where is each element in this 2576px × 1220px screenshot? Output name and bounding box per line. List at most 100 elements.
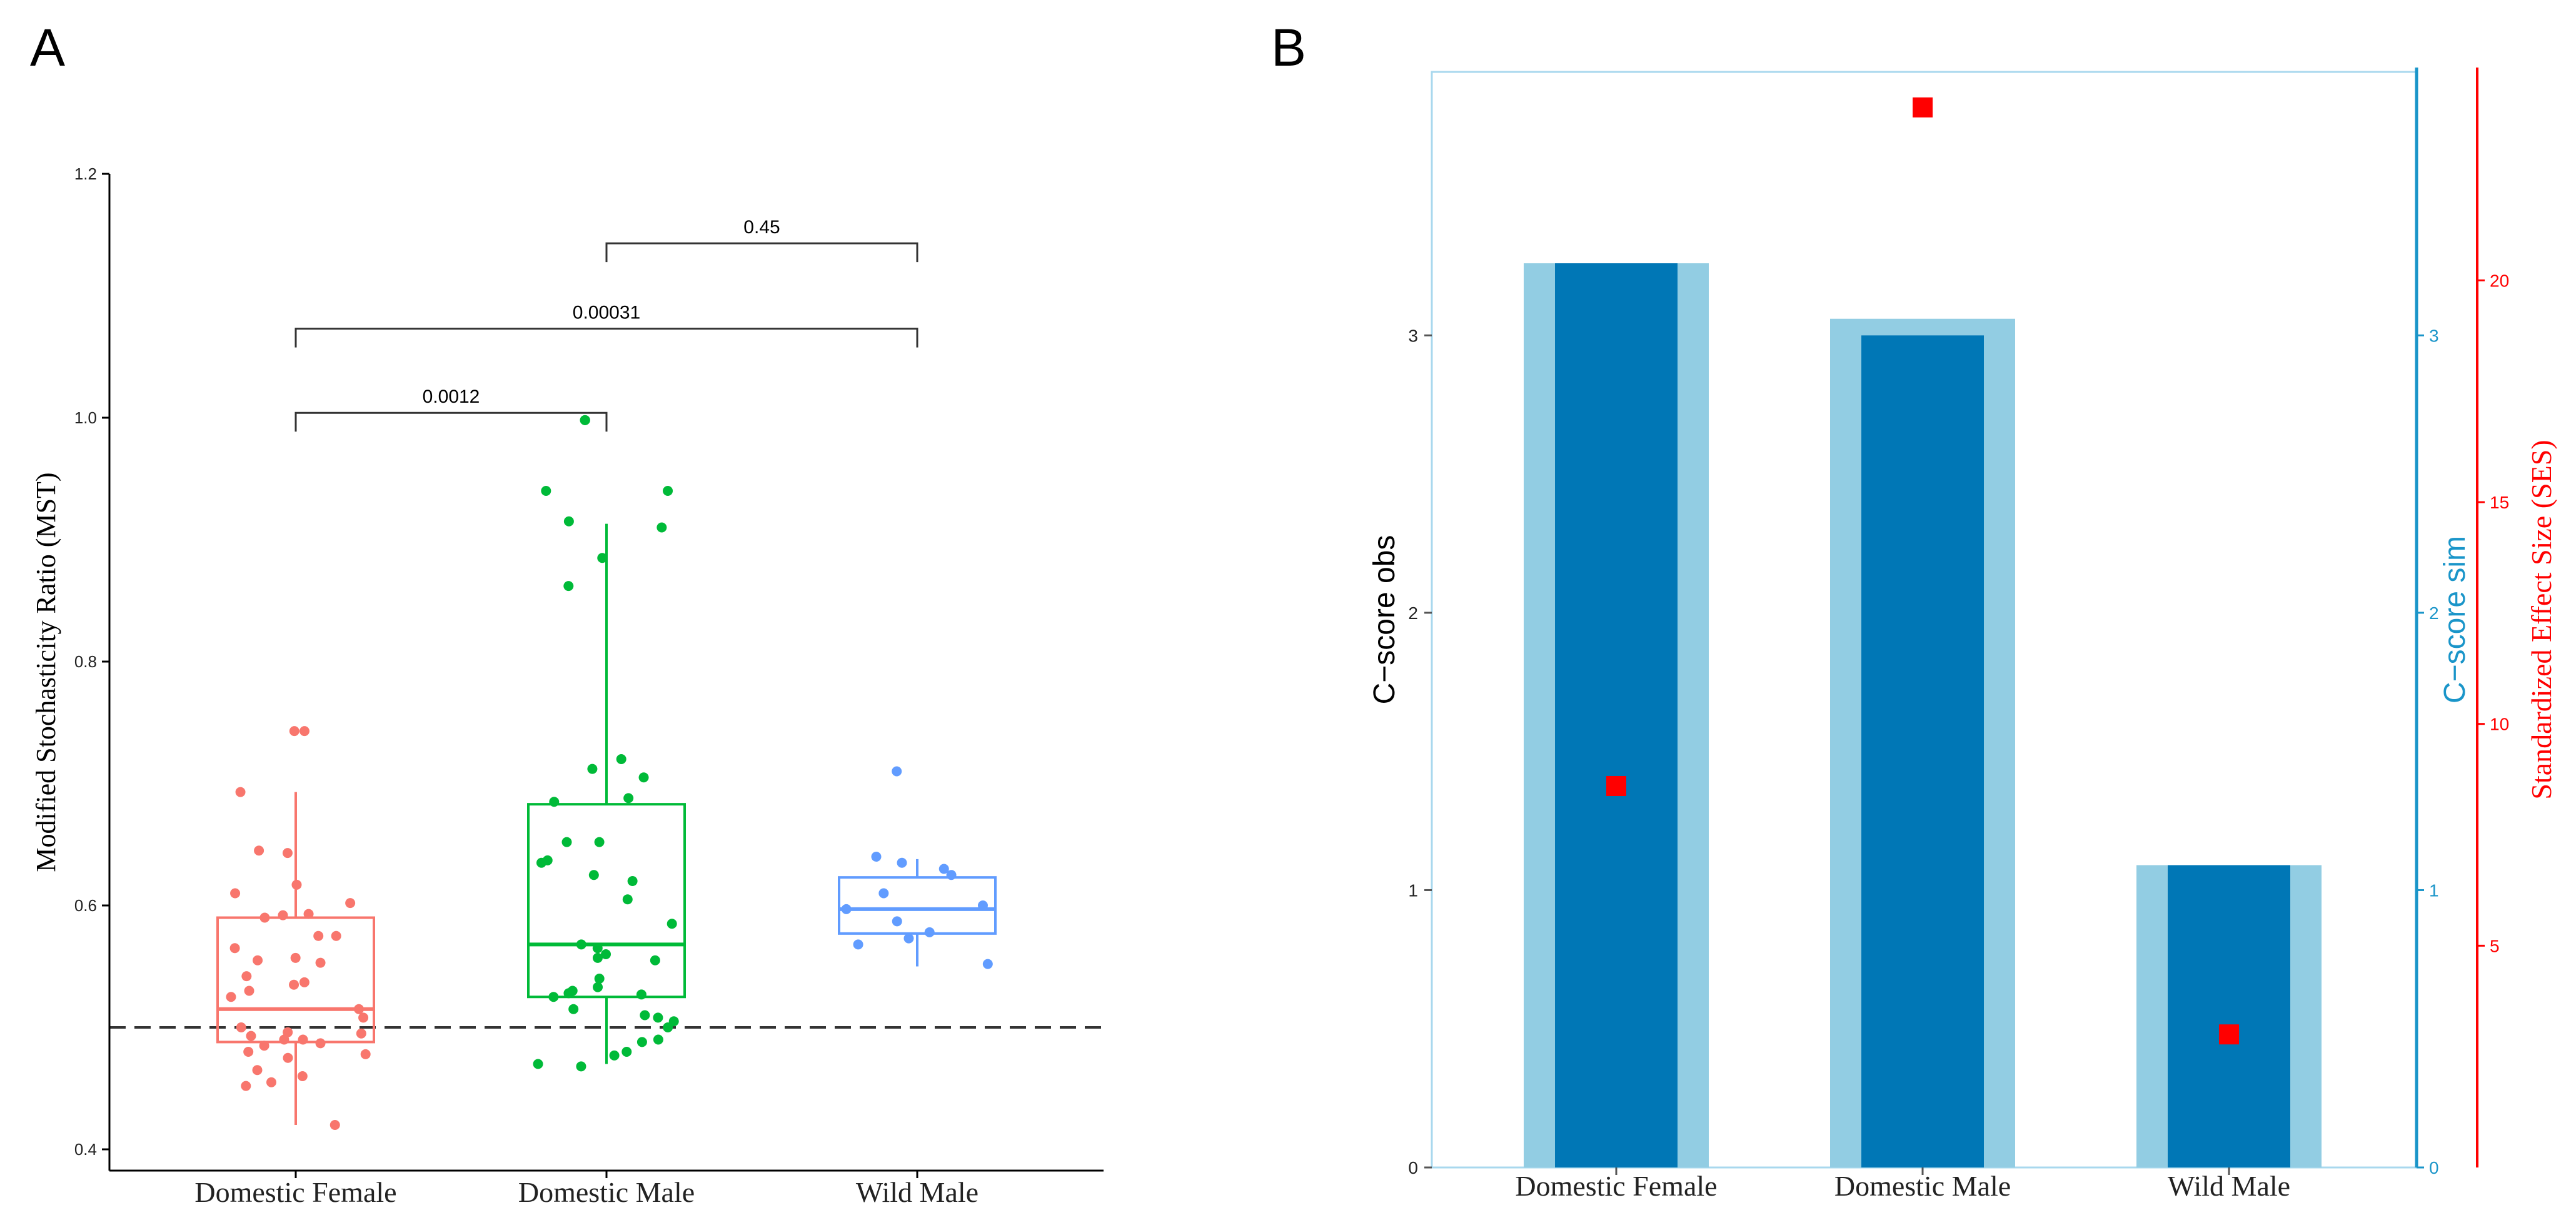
panel-b-ses-axis-label: Standardized Effect Size (SES)	[2525, 440, 2557, 799]
panel-a-box-0	[216, 792, 375, 1125]
panel-a-data-point	[533, 1059, 543, 1069]
panel-a-data-point	[299, 977, 309, 987]
panel-a-comparison-bracket: 0.45	[605, 217, 918, 263]
panel-b-left-tick-label: 1	[1408, 880, 1418, 900]
panel-a-data-point	[878, 888, 889, 899]
panel-a-data-point	[597, 553, 608, 563]
panel-a-data-point	[246, 1031, 256, 1041]
panel-a-box-1	[527, 523, 686, 1064]
panel-a-data-point	[563, 581, 574, 592]
panel-a-box-iqr	[216, 916, 375, 1044]
panel-a-data-point	[841, 904, 852, 914]
panel-a-data-point	[563, 516, 574, 527]
panel-a-data-point	[236, 1022, 246, 1032]
panel-a-data-point	[283, 1052, 293, 1063]
panel-a-data-point	[241, 1081, 251, 1091]
panel-b-ses-marker	[1913, 97, 1933, 118]
panel-b-sim-tick-label: 1	[2429, 880, 2439, 900]
panel-a-data-point	[241, 971, 252, 982]
panel-a-data-point	[252, 1065, 263, 1076]
panel-b-ses-tick-label: 5	[2490, 936, 2500, 955]
panel-a-data-point	[360, 1049, 371, 1059]
panel-a-boxplot: Modified Stochasticity Ratio (MST) 0.45 0…	[31, 164, 1104, 1208]
panel-a-data-point	[563, 988, 574, 999]
panel-a-p-value-label: 0.45	[743, 217, 780, 238]
panel-b-ses-tick-label: 20	[2490, 271, 2509, 290]
panel-a-data-point	[536, 857, 546, 868]
panel-a-box-2	[838, 859, 997, 967]
panel-a-data-point	[235, 787, 246, 797]
panel-a-x-tick-label: Domestic Male	[518, 1176, 695, 1208]
panel-a-data-point	[541, 486, 551, 496]
panel-b-barchart: 0 1 2 3 Domestic Female Domestic Male Wild Mal…	[1368, 68, 2557, 1202]
panel-a-comparison-bracket: 0.00031	[294, 303, 918, 348]
panel-a-data-point	[313, 930, 324, 941]
panel-label-a: A	[30, 18, 65, 77]
panel-a-data-point	[653, 1034, 663, 1045]
panel-a-y-axis-label: Modified Stochasticity Ratio (MST)	[31, 472, 61, 872]
panel-a-data-point	[331, 930, 341, 941]
panel-a-bracket-line	[605, 242, 918, 263]
panel-a-data-point	[616, 754, 626, 764]
panel-a-data-point	[291, 879, 302, 890]
panel-a-data-point	[892, 916, 902, 927]
panel-a-data-point	[601, 949, 611, 959]
panel-a-data-point	[663, 1022, 673, 1032]
panel-b-sim-tick-label: 3	[2429, 326, 2439, 345]
panel-a-data-point	[576, 939, 586, 950]
panel-a-data-point	[561, 837, 572, 847]
panel-a-data-point	[853, 939, 863, 950]
panel-b-ses-tick-label: 10	[2490, 715, 2509, 734]
panel-a-data-point	[587, 764, 598, 774]
panel-a-data-point	[289, 726, 299, 737]
panel-a-data-point	[650, 955, 660, 965]
panel-b-x-tick-label: Domestic Female	[1515, 1170, 1717, 1202]
panel-b-ses-marker	[2219, 1024, 2239, 1045]
panel-a-data-point	[640, 1010, 650, 1021]
panel-a-data-point	[592, 943, 603, 954]
panel-a-y-tick-label: 0.6	[74, 896, 97, 915]
panel-a-y-tick-label: 1.2	[74, 164, 97, 183]
panel-a-p-value-label: 0.0012	[423, 386, 480, 407]
panel-a-data-point	[977, 900, 988, 910]
panel-a-data-point	[315, 957, 326, 968]
panel-a-data-point	[588, 870, 599, 880]
panel-a-y-tick-label: 1.0	[74, 408, 97, 427]
panel-a-data-point	[298, 1034, 308, 1045]
panel-a-data-point	[548, 992, 559, 1002]
panel-a-data-point	[622, 894, 633, 905]
panel-a-x-tick-label: Domestic Female	[194, 1176, 396, 1208]
panel-a-data-point	[353, 1004, 364, 1014]
panel-b-bar-sim	[1555, 263, 1678, 1168]
panel-a-data-point	[592, 952, 603, 963]
panel-a-data-point	[982, 959, 993, 969]
panel-a-data-point	[279, 1034, 289, 1045]
panel-a-bracket-line	[294, 328, 918, 348]
panel-a-data-point	[356, 1028, 366, 1039]
panel-a-y-tick-label: 0.4	[74, 1140, 97, 1159]
panel-a-data-point	[580, 415, 590, 425]
panel-a-data-point	[653, 1012, 663, 1023]
panel-b-left-tick-label: 2	[1408, 603, 1418, 623]
panel-a-data-point	[345, 898, 356, 909]
panel-a-p-value-label: 0.00031	[573, 303, 640, 323]
panel-a-data-point	[623, 793, 634, 804]
panel-a-data-point	[568, 1004, 579, 1014]
panel-a-data-point	[897, 857, 907, 868]
panel-a-data-point	[259, 1041, 269, 1051]
panel-a-x-tick-label: Wild Male	[856, 1176, 979, 1208]
panel-a-data-point	[297, 1071, 308, 1081]
panel-a-data-point	[229, 943, 240, 954]
panel-a-data-point	[636, 1037, 647, 1047]
panel-a-bracket-line	[294, 411, 608, 432]
panel-a-data-point	[667, 919, 677, 929]
panel-b-bar-sim	[2168, 865, 2290, 1167]
panel-a-data-point	[290, 952, 301, 963]
panel-b-left-tick-label: 3	[1408, 326, 1418, 345]
panel-a-data-point	[657, 522, 667, 533]
panel-a-data-point	[594, 837, 605, 847]
panel-a-data-point	[253, 955, 263, 965]
panel-b-sim-tick-label: 0	[2429, 1158, 2439, 1177]
panel-a-data-point	[946, 870, 957, 880]
